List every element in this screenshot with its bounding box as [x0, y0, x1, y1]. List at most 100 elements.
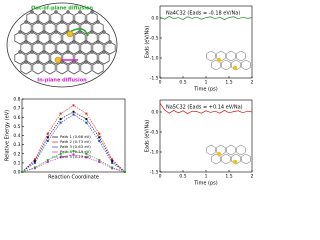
- y-tick-label: 0.8: [13, 97, 20, 103]
- y-tick-label: 0.7: [13, 106, 20, 112]
- y-tick-label: -0.5: [150, 36, 159, 42]
- carbon-atom: [96, 60, 100, 64]
- hexagon: [80, 61, 92, 75]
- y-tick-label: 0.1: [13, 160, 20, 166]
- y-tick-label: -0.5: [150, 130, 159, 136]
- data-point: [46, 160, 49, 163]
- y-tick-label: 0.0: [151, 16, 158, 22]
- inset-hexagon: [241, 153, 251, 165]
- carbon-atom: [78, 30, 82, 34]
- carbon-atom: [54, 50, 58, 54]
- carbon-atom: [48, 60, 52, 64]
- data-point: [46, 139, 49, 142]
- hexagon: [44, 61, 56, 75]
- inset-hexagon: [226, 50, 236, 62]
- data-point: [46, 132, 49, 135]
- hexagon: [74, 51, 86, 65]
- hexagon: [86, 31, 98, 45]
- carbon-atom: [36, 60, 40, 64]
- data-point: [46, 159, 49, 162]
- hexagon: [50, 11, 62, 25]
- data-point: [59, 118, 62, 121]
- carbon-atom: [90, 50, 94, 54]
- carbon-atom: [30, 30, 34, 34]
- carbon-atom: [72, 40, 76, 44]
- carbon-atom: [18, 50, 22, 54]
- data-point: [85, 152, 88, 155]
- x-tick-label: 1.5: [225, 80, 232, 86]
- hexagon: [38, 11, 50, 25]
- hexagon: [20, 61, 32, 75]
- inset-na: [216, 57, 222, 63]
- page: Out-of-plane diffusion In-plane diffusio…: [4, 2, 254, 187]
- inset-hexagon: [221, 153, 231, 165]
- x-tick-label: 2: [251, 174, 254, 180]
- data-point: [72, 150, 75, 153]
- inset-hexagon: [236, 144, 246, 156]
- y-tick-label: 0.5: [13, 124, 20, 130]
- carbon-atom: [108, 40, 112, 44]
- hexagon: [26, 11, 38, 25]
- hexagon: [62, 51, 74, 65]
- x-tick-label: 1: [205, 80, 208, 86]
- hexagon: [50, 51, 62, 65]
- data-point: [59, 152, 62, 155]
- inset-hexagon: [211, 59, 221, 71]
- carbon-atom: [102, 30, 106, 34]
- carbon-atom: [66, 10, 70, 14]
- lattice-diagram: Out-of-plane diffusion In-plane diffusio…: [6, 2, 118, 88]
- carbon-atom: [102, 50, 106, 54]
- y-axis-label: Relative Energy (eV): [5, 110, 11, 161]
- carbon-atom: [18, 30, 22, 34]
- hexagon: [62, 11, 74, 25]
- hexagon: [32, 21, 44, 35]
- y-tick-label: -1.5: [150, 76, 159, 82]
- hexagon: [56, 61, 68, 75]
- carbon-atom: [42, 30, 46, 34]
- hexagon: [80, 41, 92, 55]
- data-point: [85, 121, 88, 124]
- lattice: [14, 10, 116, 75]
- data-point: [111, 160, 114, 163]
- data-point: [21, 171, 23, 173]
- carbon-atom: [36, 20, 40, 24]
- inset-hexagon: [231, 153, 241, 165]
- x-axis-label: Time (ps): [193, 181, 218, 187]
- data-point: [72, 104, 75, 107]
- hexagon: [14, 51, 26, 65]
- carbon-atom: [78, 50, 82, 54]
- data-point: [72, 113, 75, 116]
- hexagon: [92, 21, 104, 35]
- carbon-atom: [48, 20, 52, 24]
- y-tick-label: 0.0: [151, 110, 158, 116]
- label-in-plane: In-plane diffusion: [37, 78, 87, 84]
- inset-hexagon: [231, 59, 241, 71]
- data-point: [111, 158, 114, 161]
- carbon-atom: [24, 40, 28, 44]
- hexagon: [74, 11, 86, 25]
- carbon-atom: [42, 50, 46, 54]
- data-point: [59, 112, 62, 115]
- data-point: [46, 136, 49, 139]
- hexagon: [68, 61, 80, 75]
- carbon-atom: [84, 60, 88, 64]
- carbon-atom: [84, 20, 88, 24]
- data-point: [85, 156, 88, 159]
- data-point: [59, 121, 62, 124]
- data-point: [33, 160, 36, 163]
- hexagon: [92, 41, 104, 55]
- x-tick-label: 0.5: [179, 174, 186, 180]
- data-point: [59, 156, 62, 159]
- hexagon: [98, 51, 110, 65]
- hexagon: [20, 21, 32, 35]
- data-point: [98, 132, 101, 135]
- inset-hexagon: [216, 50, 226, 62]
- data-line: [21, 154, 126, 173]
- carbon-atom: [72, 60, 76, 64]
- chart-title: Na4C32 (Eads = -0.18 eV/Na): [166, 11, 240, 17]
- hexagon: [104, 41, 116, 55]
- legend-label: Path 1 (0.66 eV): [60, 134, 91, 139]
- inset-hexagon: [221, 59, 231, 71]
- inset-hexagon: [236, 50, 246, 62]
- carbon-atom: [84, 40, 88, 44]
